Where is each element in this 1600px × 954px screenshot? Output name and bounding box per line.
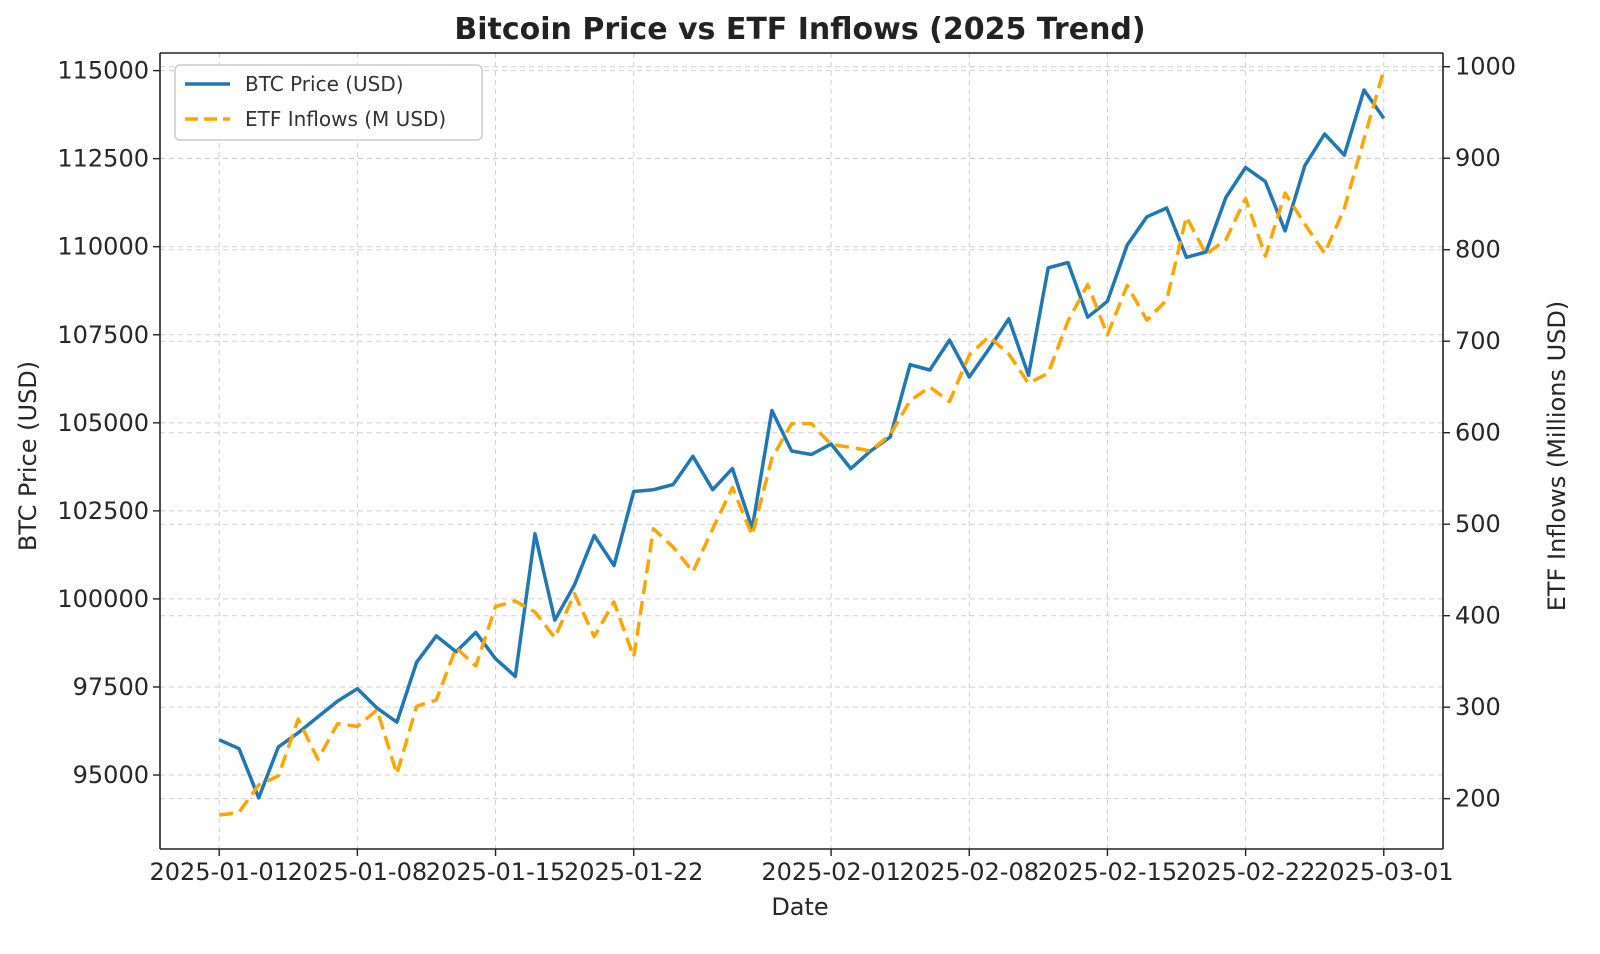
y-right-tick-label: 500: [1455, 510, 1501, 538]
y-axis-right-label: ETF Inflows (Millions USD): [1543, 301, 1571, 612]
y-left-tick-label: 105000: [57, 409, 149, 437]
y-left-tick-label: 107500: [57, 321, 149, 349]
tick-labels: 2025-01-012025-01-082025-01-152025-01-22…: [57, 53, 1516, 886]
axes: [153, 52, 1450, 856]
grid-lines: [160, 53, 1443, 849]
x-tick-label: 2025-03-01: [1314, 858, 1453, 886]
y-left-tick-label: 115000: [57, 57, 149, 85]
y-right-tick-label: 800: [1455, 236, 1501, 264]
y-left-tick-label: 110000: [57, 233, 149, 261]
x-tick-label: 2025-01-01: [149, 858, 288, 886]
series-line-btc-price: [218, 88, 1386, 800]
y-right-tick-label: 300: [1455, 693, 1501, 721]
x-tick-label: 2025-02-15: [1038, 858, 1177, 886]
y-axis-left-label: BTC Price (USD): [14, 361, 42, 551]
y-right-tick-label: 200: [1455, 785, 1501, 813]
y-right-tick-label: 700: [1455, 327, 1501, 355]
series-layer: [218, 69, 1386, 817]
y-right-tick-label: 600: [1455, 419, 1501, 447]
y-left-tick-label: 97500: [73, 673, 149, 701]
y-right-tick-label: 900: [1455, 144, 1501, 172]
series-line-etf-inflows: [218, 69, 1386, 817]
y-left-tick-label: 102500: [57, 497, 149, 525]
y-right-tick-label: 1000: [1455, 53, 1516, 81]
legend: BTC Price (USD) ETF Inflows (M USD): [174, 64, 483, 141]
chart-title: Bitcoin Price vs ETF Inflows (2025 Trend…: [454, 12, 1145, 47]
y-right-tick-label: 400: [1455, 602, 1501, 630]
y-left-tick-label: 100000: [57, 585, 149, 613]
x-tick-label: 2025-01-08: [288, 858, 427, 886]
legend-label-etf: ETF Inflows (M USD): [245, 107, 446, 131]
legend-label-btc: BTC Price (USD): [245, 72, 404, 96]
x-tick-label: 2025-01-15: [426, 858, 565, 886]
x-tick-label: 2025-01-22: [564, 858, 703, 886]
legend-frame: [174, 64, 483, 141]
x-tick-label: 2025-02-22: [1176, 858, 1315, 886]
x-tick-label: 2025-02-01: [761, 858, 900, 886]
x-tick-label: 2025-02-08: [900, 858, 1039, 886]
x-axis-label: Date: [771, 893, 828, 921]
y-left-tick-label: 95000: [73, 761, 149, 789]
y-left-tick-label: 112500: [57, 145, 149, 173]
